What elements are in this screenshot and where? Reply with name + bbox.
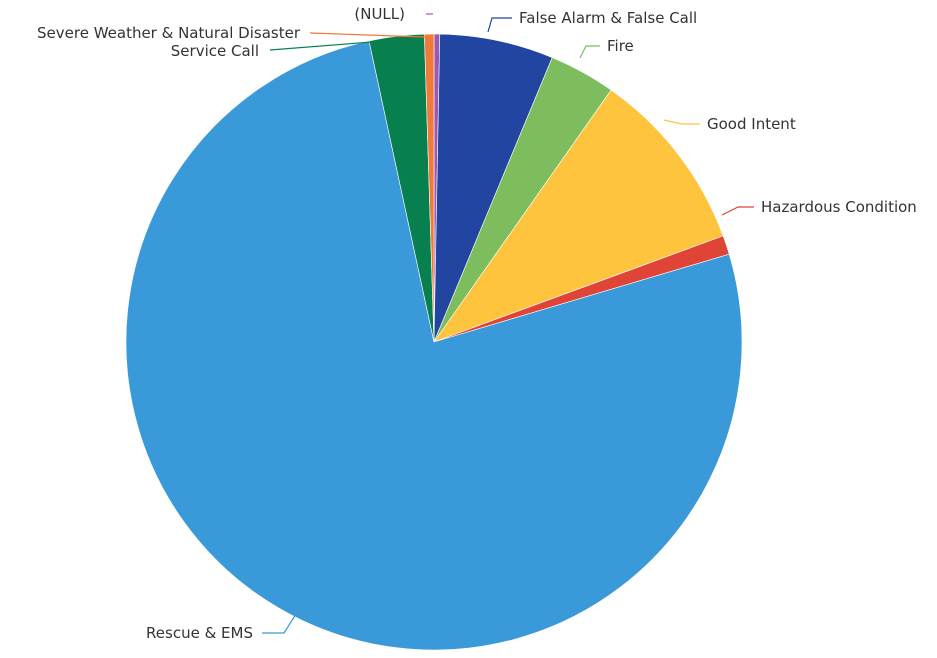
pie-slices [125, 33, 743, 651]
slice-labels: (NULL) False Alarm & False Call Fire Good I… [37, 5, 917, 642]
leader-line-severe-weather-natural-disaster [309, 32, 426, 38]
leader-line-rescue-ems [262, 613, 297, 634]
leader-line-hazardous-condition [721, 206, 754, 216]
pie-slice-severe-weather-natural-disaster[interactable] [424, 33, 435, 343]
slice-label-severe-weather-natural-disaster: Severe Weather & Natural Disaster [37, 24, 301, 42]
leader-lines [262, 13, 754, 634]
slice-label-false-alarm-false-call: False Alarm & False Call [519, 9, 697, 27]
slice-label-null: (NULL) [354, 5, 405, 23]
slice-label-good-intent: Good Intent [707, 115, 796, 133]
leader-line-fire [579, 45, 600, 59]
leader-line-good-intent [663, 119, 700, 125]
slice-label-hazardous-condition: Hazardous Condition [761, 198, 917, 216]
slice-label-service-call: Service Call [171, 42, 259, 60]
pie-slice-good-intent[interactable] [433, 89, 724, 343]
pie-slice-rescue-ems[interactable] [125, 40, 743, 651]
leader-line-false-alarm-false-call [487, 17, 512, 33]
leader-line-service-call [269, 39, 398, 51]
slice-label-fire: Fire [607, 37, 634, 55]
slice-label-rescue-ems: Rescue & EMS [146, 624, 253, 642]
